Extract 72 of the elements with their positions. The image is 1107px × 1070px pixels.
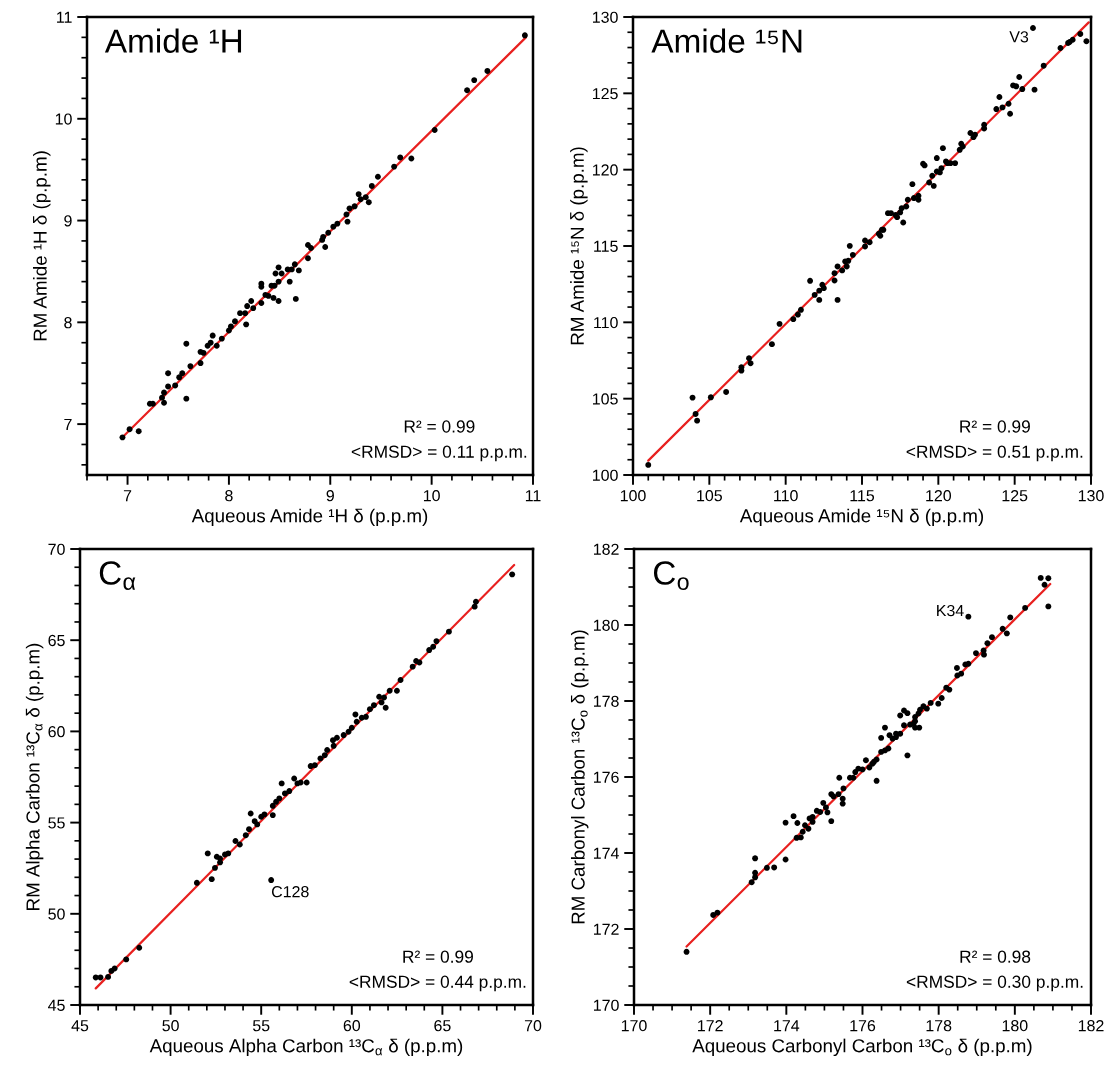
x-tick-label: 176 xyxy=(850,1020,876,1032)
y-tick-label: 172 xyxy=(593,923,619,935)
y-tick-label: 115 xyxy=(594,240,618,252)
x-tick-label: 55 xyxy=(252,1020,270,1032)
y-tick-label: 60 xyxy=(48,726,65,738)
annotation: K34 xyxy=(937,604,964,617)
x-tick-label: 9 xyxy=(326,490,334,502)
x-tick-label: 110 xyxy=(774,490,798,502)
y-tick-label: 8 xyxy=(64,316,72,329)
y-tick-label: 50 xyxy=(48,908,65,920)
y-tick-label: 176 xyxy=(593,771,619,783)
x-tick-label: 8 xyxy=(225,490,233,502)
y-tick-label: 182 xyxy=(593,543,619,555)
chart-title: Amide ¹H xyxy=(104,28,242,53)
x-tick-label: 115 xyxy=(850,490,875,502)
y-tick-label: 170 xyxy=(593,999,619,1011)
x-tick-label: 182 xyxy=(1078,1020,1104,1032)
annotation: <RMSD> = 0.51 p.p.m. xyxy=(906,445,1083,462)
x-tick-label: 50 xyxy=(162,1020,179,1032)
x-tick-label: 180 xyxy=(1002,1020,1028,1032)
y-axis-title: RM Alpha Carbon ¹³C$_{α}$ δ (p.p.m) xyxy=(25,643,44,910)
x-tick-label: 11 xyxy=(525,490,541,502)
annotation: R² = 0.99 xyxy=(403,950,473,963)
x-tick-label: 65 xyxy=(434,1020,451,1032)
y-tick-label: 65 xyxy=(48,634,65,647)
y-tick-label: 105 xyxy=(592,393,618,405)
x-axis-title: Aqueous Amide ¹⁵N δ (p.p.m) xyxy=(739,508,984,527)
y-tick-label: 174 xyxy=(593,847,619,859)
x-axis-title: Aqueous Amide ¹H δ (p.p.m) xyxy=(191,508,428,527)
y-axis-title: RM Amide ¹H δ (p.p.m) xyxy=(33,151,51,341)
x-axis-title: Aqueous Alpha Carbon ¹³C$_{α}$ δ (p.p.m) xyxy=(149,1038,463,1057)
annotation: C128 xyxy=(271,886,309,898)
y-tick-label: 120 xyxy=(592,164,618,176)
x-tick-label: 178 xyxy=(926,1020,952,1032)
y-axis-title: RM Carbonyl Carbon ¹³C$_{o}$ δ (p.p.m) xyxy=(570,630,589,924)
x-tick-label: 100 xyxy=(620,490,646,502)
x-tick-label: 70 xyxy=(524,1020,542,1032)
x-tick-label: 172 xyxy=(698,1020,723,1032)
x-axis-title: Aqueous Carbonyl Carbon ¹³C$_{o}$ δ (p.p.m) xyxy=(692,1038,1032,1057)
annotation: <RMSD> = 0.11 p.p.m. xyxy=(351,445,527,462)
annotation: <RMSD> = 0.30 p.p.m. xyxy=(906,975,1083,992)
x-tick-label: 105 xyxy=(697,490,722,502)
y-tick-label: 180 xyxy=(593,619,619,631)
x-tick-label: 7 xyxy=(123,490,132,502)
annotation: R² = 0.99 xyxy=(960,420,1030,433)
y-tick-label: 7 xyxy=(64,418,72,430)
y-tick-label: 130 xyxy=(592,11,618,23)
x-tick-label: 174 xyxy=(774,1020,800,1032)
chart-title: C$_{α}$ xyxy=(99,561,136,591)
y-tick-label: 45 xyxy=(48,999,65,1011)
x-tick-label: 170 xyxy=(621,1020,647,1032)
annotation: V3 xyxy=(1009,31,1029,43)
y-axis-title: RM Amide ¹⁵N δ (p.p.m) xyxy=(570,147,588,345)
x-tick-label: 125 xyxy=(1002,490,1028,502)
x-tick-label: 130 xyxy=(1078,490,1104,502)
x-tick-label: 120 xyxy=(926,490,952,502)
chart-title: Amide ¹⁵N xyxy=(651,28,802,53)
y-tick-label: 125 xyxy=(592,87,618,100)
annotation: R² = 0.98 xyxy=(960,950,1031,963)
y-tick-label: 11 xyxy=(57,11,72,23)
chart-title: C$_{o}$ xyxy=(653,561,689,591)
x-tick-label: 10 xyxy=(423,490,440,502)
y-tick-label: 100 xyxy=(592,469,618,481)
y-tick-label: 10 xyxy=(55,113,72,125)
x-tick-label: 60 xyxy=(343,1020,361,1032)
annotation: R² = 0.99 xyxy=(404,420,475,433)
y-tick-label: 70 xyxy=(48,543,65,555)
y-tick-label: 178 xyxy=(593,695,619,707)
y-tick-label: 110 xyxy=(594,316,618,329)
annotation: <RMSD> = 0.44 p.p.m. xyxy=(349,975,526,992)
y-tick-label: 55 xyxy=(48,817,65,829)
y-tick-label: 9 xyxy=(64,215,72,227)
